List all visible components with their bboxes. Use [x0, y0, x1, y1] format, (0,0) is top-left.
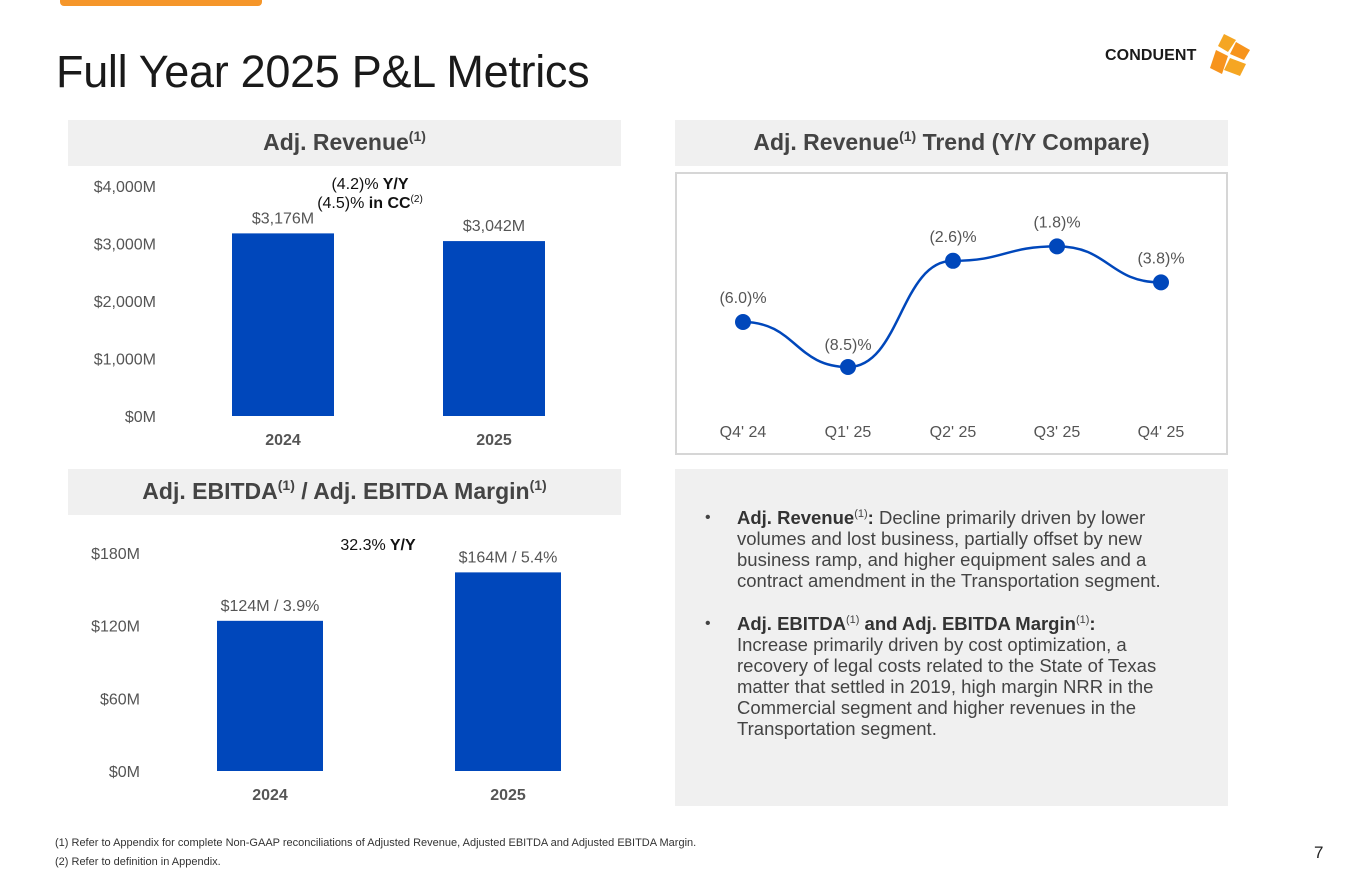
bar — [232, 233, 334, 416]
accent-bar — [60, 0, 262, 6]
revenue-trend-title-sup: (1) — [899, 128, 917, 144]
ebitda-yoy-value: 32.3% — [340, 537, 386, 554]
cc-label: in CC — [364, 195, 411, 212]
trend-line — [742, 245, 1162, 369]
y-tick-label: $1,000M — [94, 352, 156, 369]
y-tick-label: $60M — [100, 691, 140, 708]
y-tick-label: $180M — [91, 546, 140, 563]
page-number: 7 — [1314, 843, 1324, 862]
cc-value: (4.5)% — [317, 195, 365, 212]
bullet-text: Increase primarily driven by cost optimi… — [737, 634, 1157, 739]
page-title: Full Year 2025 P&L Metrics — [56, 46, 590, 97]
revenue-trend-title-rest: Trend (Y/Y Compare) — [916, 129, 1150, 155]
y-tick-label: $4,000M — [94, 179, 156, 196]
x-category-label: Q3' 25 — [1034, 424, 1081, 441]
bullet-dot-icon: • — [705, 615, 711, 632]
trend-point — [1049, 238, 1065, 255]
bar-data-label: $164M / 5.4% — [459, 549, 558, 566]
cc-sup: (2) — [410, 194, 423, 205]
bullet-heading-mid-sup: (1) — [1075, 614, 1090, 626]
bullet-heading-suffix: : — [1089, 613, 1096, 634]
bullet-heading-sup: (1) — [854, 508, 868, 520]
ebitda-yoy-label: Y/Y — [385, 537, 416, 554]
x-category-label: Q2' 25 — [930, 424, 977, 441]
bar — [443, 241, 545, 416]
bullet-heading: Adj. Revenue — [737, 507, 855, 528]
revenue-trend-title: Adj. Revenue — [753, 129, 900, 155]
yoy-label: Y/Y — [378, 176, 409, 193]
bar — [455, 572, 561, 771]
bar-data-label: $3,176M — [252, 210, 314, 227]
footnote-1: (1) Refer to Appendix for complete Non-G… — [55, 837, 697, 849]
trend-data-label: (2.6)% — [929, 229, 976, 246]
x-category-label: 2025 — [490, 787, 526, 804]
revenue-trend-chart: (6.0)% Q4' 24 (8.5)% Q1' 25 (2.6)% Q2' 25 (1.8… — [719, 214, 1185, 441]
footnotes: (1) Refer to Appendix for complete Non-G… — [55, 834, 696, 872]
bar-data-label: $3,042M — [463, 218, 525, 235]
adj-ebitda-title-sup: (1) — [277, 477, 295, 493]
trend-data-label: (8.5)% — [824, 337, 871, 354]
adj-ebitda-title: Adj. EBITDA — [142, 478, 278, 504]
trend-point — [945, 252, 961, 269]
logo-text: CONDUENT — [1105, 47, 1197, 64]
bullet-heading-sup: (1) — [845, 614, 860, 626]
trend-data-label: (3.8)% — [1137, 250, 1184, 267]
bar — [217, 620, 323, 771]
trend-point — [1153, 274, 1169, 291]
trend-point — [840, 359, 856, 375]
adj-revenue-yoy: (4.2)% Y/Y (4.5)% in CC(2) — [300, 175, 440, 213]
adj-revenue-cc-line: (4.5)% in CC(2) — [300, 194, 440, 213]
bullet-heading: Adj. EBITDA — [737, 613, 846, 634]
bullet-heading-mid: and Adj. EBITDA Margin — [859, 613, 1076, 634]
revenue-trend-header: Adj. Revenue(1) Trend (Y/Y Compare) — [675, 120, 1228, 166]
conduent-logo: CONDUENT — [1105, 34, 1255, 76]
adj-ebitda-header: Adj. EBITDA(1) / Adj. EBITDA Margin(1) — [68, 469, 621, 515]
conduent-logo-mark-icon — [1210, 34, 1250, 76]
adj-revenue-title: Adj. Revenue — [263, 129, 409, 155]
yoy-value: (4.2)% — [331, 176, 379, 193]
footnote-2: (2) Refer to definition in Appendix. — [55, 856, 221, 868]
adj-revenue-chart: $0M $1,000M $2,000M $3,000M $4,000M $3,176M 20… — [94, 179, 545, 449]
x-category-label: Q1' 25 — [825, 424, 872, 441]
x-category-label: 2025 — [476, 432, 512, 449]
trend-point — [735, 314, 751, 330]
x-category-label: Q4' 24 — [720, 424, 767, 441]
y-tick-label: $0M — [109, 764, 140, 781]
adj-ebitda-margin-title: / Adj. EBITDA Margin — [294, 478, 530, 504]
bullet-heading-suffix: : — [867, 507, 874, 528]
y-tick-label: $120M — [91, 619, 140, 636]
x-category-label: 2024 — [252, 787, 288, 804]
bar-data-label: $124M / 3.9% — [221, 598, 320, 615]
trend-data-label: (6.0)% — [719, 290, 766, 307]
y-tick-label: $3,000M — [94, 237, 156, 254]
commentary-bullet-ebitda: • Adj. EBITDA(1) and Adj. EBITDA Margin(… — [705, 613, 1198, 739]
adj-ebitda-margin-title-sup: (1) — [529, 477, 547, 493]
revenue-trend-box: (6.0)% Q4' 24 (8.5)% Q1' 25 (2.6)% Q2' 25 (1.8… — [675, 172, 1228, 455]
x-category-label: Q4' 25 — [1138, 424, 1185, 441]
bullet-text: Decline primarily driven by lower volume… — [737, 507, 1161, 591]
y-tick-label: $2,000M — [94, 294, 156, 311]
adj-revenue-header: Adj. Revenue(1) — [68, 120, 621, 166]
adj-ebitda-yoy: 32.3% Y/Y — [318, 536, 438, 555]
x-category-label: 2024 — [265, 432, 301, 449]
adj-revenue-yoy-line1: (4.2)% Y/Y — [300, 175, 440, 194]
adj-ebitda-chart: $0M $60M $120M $180M $124M / 3.9% 2024 $164M /… — [91, 546, 561, 804]
commentary-panel: • Adj. Revenue(1): Decline primarily dri… — [675, 469, 1228, 806]
commentary-bullet-revenue: • Adj. Revenue(1): Decline primarily dri… — [705, 507, 1198, 591]
adj-revenue-title-sup: (1) — [408, 128, 426, 144]
y-tick-label: $0M — [125, 409, 156, 426]
bullet-dot-icon: • — [705, 509, 711, 526]
trend-data-label: (1.8)% — [1033, 214, 1080, 231]
